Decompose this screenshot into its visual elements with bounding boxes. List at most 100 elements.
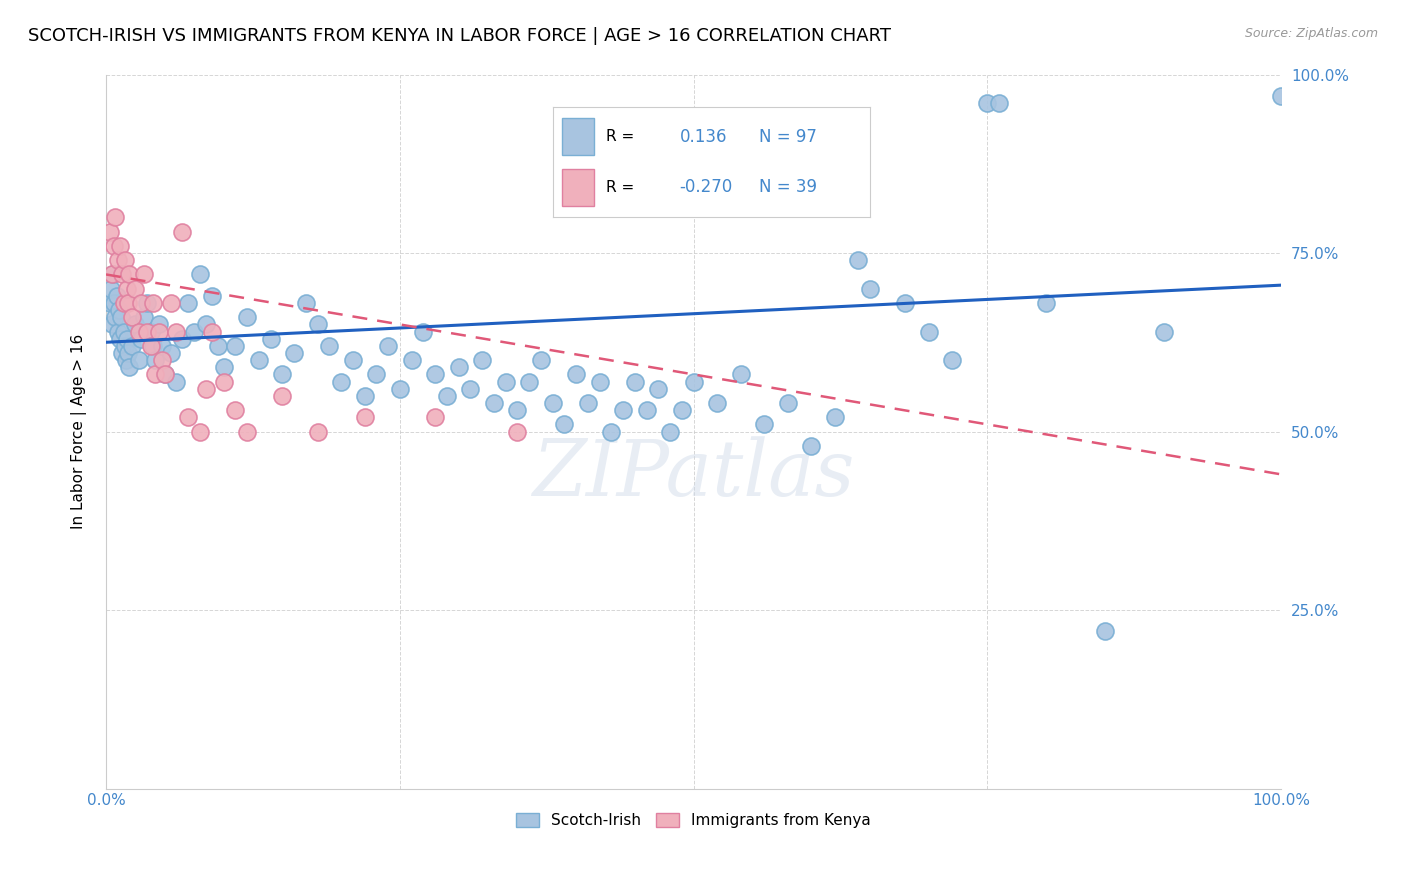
Point [377, 339, 399, 353]
Point [121, 310, 143, 325]
Point [1094, 624, 1116, 639]
Point [1035, 296, 1057, 310]
Point [128, 325, 150, 339]
Point [104, 310, 127, 325]
Text: ZIPatlas: ZIPatlas [533, 436, 855, 513]
Point [330, 375, 353, 389]
Point [152, 353, 174, 368]
Point [107, 253, 129, 268]
Point [436, 389, 458, 403]
Point [118, 360, 141, 375]
Point [259, 332, 281, 346]
Point [201, 325, 224, 339]
Point [236, 425, 259, 439]
Point [659, 425, 682, 439]
Point [183, 325, 205, 339]
Point [824, 410, 846, 425]
Point [172, 225, 194, 239]
Point [103, 296, 125, 310]
Point [194, 318, 217, 332]
Point [236, 310, 259, 325]
Point [636, 403, 658, 417]
Point [423, 410, 446, 425]
Point [136, 296, 159, 310]
Point [128, 353, 150, 368]
Point [976, 96, 998, 111]
Point [506, 403, 529, 417]
Point [108, 239, 131, 253]
Point [194, 382, 217, 396]
Point [132, 268, 155, 282]
Point [517, 375, 540, 389]
Point [224, 403, 246, 417]
Point [188, 268, 211, 282]
Point [132, 310, 155, 325]
Point [294, 296, 316, 310]
Point [401, 353, 423, 368]
Point [107, 325, 129, 339]
Point [153, 368, 176, 382]
Point [271, 389, 294, 403]
Point [212, 360, 235, 375]
Legend: Scotch-Irish, Immigrants from Kenya: Scotch-Irish, Immigrants from Kenya [510, 807, 877, 834]
Point [166, 325, 188, 339]
Point [988, 96, 1011, 111]
Point [177, 296, 200, 310]
Point [612, 403, 634, 417]
Point [124, 282, 146, 296]
Point [108, 303, 131, 318]
Point [148, 318, 170, 332]
Point [366, 368, 388, 382]
Point [553, 417, 575, 432]
Point [207, 339, 229, 353]
Point [201, 289, 224, 303]
Point [105, 289, 128, 303]
Point [576, 396, 599, 410]
Point [124, 318, 146, 332]
Point [941, 353, 963, 368]
Point [495, 375, 517, 389]
Point [139, 339, 162, 353]
Point [388, 382, 411, 396]
Point [224, 339, 246, 353]
Text: SCOTCH-IRISH VS IMMIGRANTS FROM KENYA IN LABOR FORCE | AGE > 16 CORRELATION CHAR: SCOTCH-IRISH VS IMMIGRANTS FROM KENYA IN… [28, 27, 891, 45]
Point [846, 253, 869, 268]
Point [307, 318, 329, 332]
Point [541, 396, 564, 410]
Point [111, 346, 134, 360]
Point [114, 253, 136, 268]
Point [471, 353, 494, 368]
Point [353, 389, 375, 403]
Point [447, 360, 470, 375]
Point [647, 382, 669, 396]
Point [142, 296, 165, 310]
Point [152, 339, 174, 353]
Point [117, 346, 139, 360]
Point [142, 339, 165, 353]
Point [800, 439, 823, 453]
Point [98, 296, 121, 310]
Point [212, 375, 235, 389]
Point [101, 268, 124, 282]
Point [412, 325, 434, 339]
Point [112, 325, 135, 339]
Point [423, 368, 446, 382]
Point [100, 282, 122, 296]
Point [129, 332, 152, 346]
Point [103, 239, 125, 253]
Point [671, 403, 693, 417]
Point [115, 332, 138, 346]
Point [859, 282, 882, 296]
Point [600, 425, 623, 439]
Point [565, 368, 588, 382]
Point [482, 396, 505, 410]
Text: Source: ZipAtlas.com: Source: ZipAtlas.com [1244, 27, 1378, 40]
Point [115, 282, 138, 296]
Point [139, 325, 162, 339]
Point [177, 410, 200, 425]
Point [121, 339, 143, 353]
Point [153, 368, 176, 382]
Point [506, 425, 529, 439]
Point [101, 318, 124, 332]
Point [117, 296, 139, 310]
